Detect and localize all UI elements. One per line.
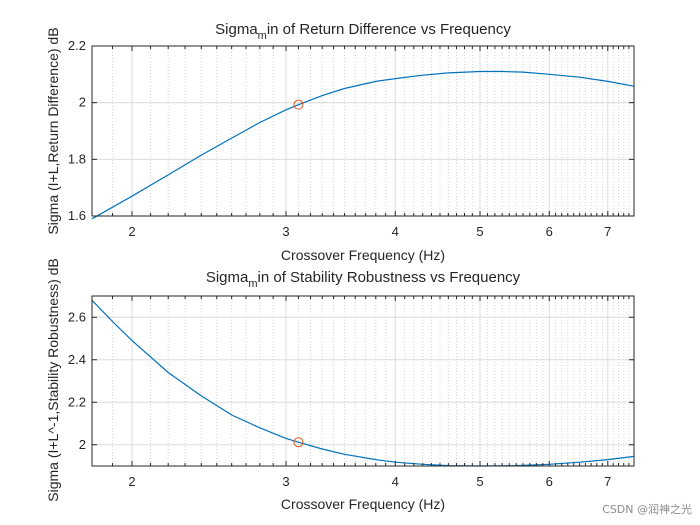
grid-top xyxy=(92,45,634,217)
y-tick-label: 2.6 xyxy=(68,309,86,324)
series-top xyxy=(91,70,635,220)
x-tick-label: 4 xyxy=(392,224,399,239)
x-tick-label: 5 xyxy=(476,474,483,489)
series-line-sigma_min xyxy=(91,70,635,220)
axes-frame-top xyxy=(91,45,635,217)
crossover-marker xyxy=(293,99,304,110)
x-tick-label: 3 xyxy=(282,474,289,489)
y-tick-label: 1.8 xyxy=(68,151,86,166)
axes-frame-bottom xyxy=(91,295,635,467)
x-tick-label: 7 xyxy=(604,224,611,239)
plot-area-top xyxy=(91,45,635,217)
y-tick-label: 2.4 xyxy=(68,352,86,367)
x-tick-label: 5 xyxy=(476,224,483,239)
x-tick-label: 4 xyxy=(392,474,399,489)
plot-area-bottom xyxy=(91,295,635,467)
crossover-marker xyxy=(293,437,304,448)
x-axis-label-top: Crossover Frequency (Hz) xyxy=(281,247,445,263)
watermark: CSDN @润神之光 xyxy=(602,503,692,516)
x-axis-label-bottom: Crossover Frequency (Hz) xyxy=(281,496,445,512)
x-tick-label: 6 xyxy=(546,474,553,489)
grid-bottom xyxy=(92,296,634,466)
y-tick-label: 2.2 xyxy=(68,394,86,409)
x-tick-label: 2 xyxy=(128,474,135,489)
y-tick-label: 1.6 xyxy=(68,208,86,223)
ticks-bottom: 2 3 4 5 6 7 2 2.2 2.4 2.6 xyxy=(68,296,634,489)
x-tick-label: 2 xyxy=(128,224,135,239)
y-axis-label-top: Sigma (I+L,Return Difference) dB xyxy=(45,27,61,234)
x-tick-label: 3 xyxy=(282,224,289,239)
y-tick-label: 2 xyxy=(79,437,86,452)
axes-bottom: 2 3 4 5 6 7 2 2.2 2.4 2.6 Sigmamin of Stability R… xyxy=(45,258,635,512)
x-tick-label: 6 xyxy=(546,224,553,239)
axes-top: 2 3 4 5 6 7 1.6 1.8 2 2.2 Sigmamin of Return Diff… xyxy=(45,21,635,263)
series-bottom xyxy=(91,299,635,467)
ticks-top: 2 3 4 5 6 7 1.6 1.8 2 2.2 xyxy=(68,38,634,239)
chart-title-top: Sigmamin of Return Difference vs Frequen… xyxy=(215,21,511,42)
chart-title-bottom: Sigmamin of Stability Robustness vs Freq… xyxy=(206,269,521,290)
x-tick-label: 7 xyxy=(604,474,611,489)
y-axis-label-bottom: Sigma (I+L^-1,Stability Robustness) dB xyxy=(45,258,61,502)
y-tick-label: 2 xyxy=(79,95,86,110)
series-line-sigma_min xyxy=(91,299,635,467)
y-tick-label: 2.2 xyxy=(68,38,86,53)
